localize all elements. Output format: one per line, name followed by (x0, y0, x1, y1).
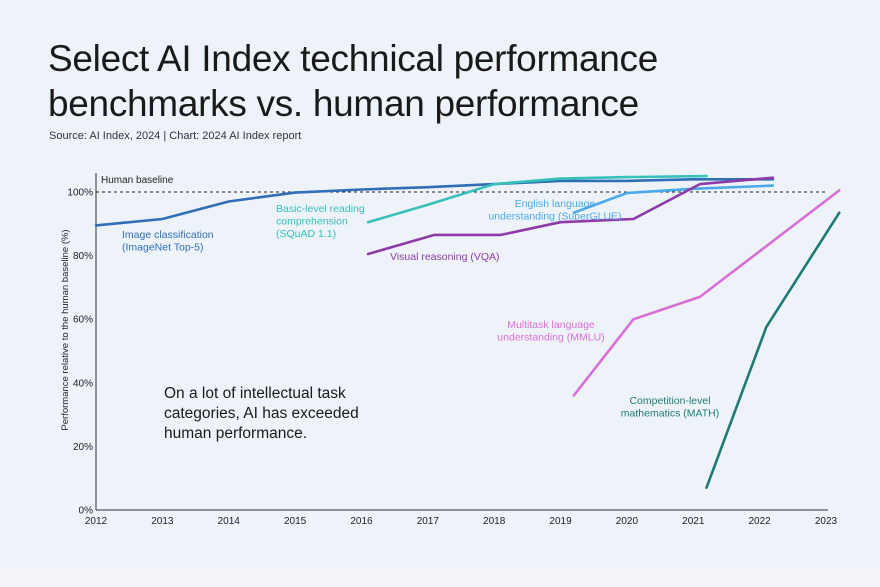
x-tick-label: 2019 (549, 516, 572, 527)
source-note: Source: AI Index, 2024 | Chart: 2024 AI … (49, 130, 302, 142)
series-line-math (705, 211, 841, 490)
y-tick-label: 20% (73, 442, 93, 453)
series-line-vqa (366, 176, 775, 256)
x-tick-label: 2013 (151, 516, 174, 527)
series-label-imagenet: (ImageNet Top-5) (122, 242, 204, 254)
series-label-imagenet: Image classification (122, 229, 214, 241)
series-label-vqa: Visual reasoning (VQA) (390, 251, 500, 263)
callout-layer: On a lot of intellectual task categories,… (164, 385, 359, 442)
y-tick-label: 100% (67, 188, 93, 199)
human-baseline-label: Human baseline (101, 175, 174, 186)
series-label-mmlu: Multitask language (507, 319, 595, 331)
callout-text-line: human performance. (164, 425, 307, 442)
x-tick-label: 2018 (483, 516, 506, 527)
y-tick-label: 40% (73, 378, 93, 389)
x-tick-label: 2020 (616, 516, 639, 527)
y-axis-title: Performance relative to the human baseli… (60, 229, 71, 430)
series-labels-layer: Image classification(ImageNet Top-5) Basi… (122, 198, 719, 420)
x-tick-label: 2012 (85, 516, 108, 527)
x-tick-label: 2021 (682, 516, 705, 527)
series-label-superglue: understanding (SuperGLUE) (488, 211, 621, 223)
x-tick-label: 2022 (749, 516, 772, 527)
title-line-2: benchmarks vs. human performance (48, 83, 639, 124)
series-label-superglue: English language (515, 198, 596, 210)
series-label-squad: comprehension (276, 216, 348, 228)
series-line-mmlu (572, 189, 841, 397)
axes-layer: 0% 20% 40% 60% 80% 100% 2012 2013 2014 2015 2016 20… (60, 173, 838, 527)
x-tick-label: 2015 (284, 516, 307, 527)
x-tick-label: 2017 (417, 516, 440, 527)
series-label-mmlu: understanding (MMLU) (497, 332, 604, 344)
y-tick-label: 60% (73, 315, 93, 326)
series-label-math: mathematics (MATH) (621, 408, 719, 420)
series-line-squad (366, 174, 708, 224)
callout-text-line: categories, AI has exceeded (164, 405, 359, 422)
x-tick-label: 2016 (350, 516, 373, 527)
footer-band (0, 567, 880, 587)
y-tick-label: 80% (73, 251, 93, 262)
x-tick-label: 2014 (218, 516, 241, 527)
series-layer (94, 174, 841, 490)
series-label-squad: (SQuAD 1.1) (276, 228, 336, 240)
title-line-1: Select AI Index technical performance (48, 38, 659, 79)
series-label-squad: Basic-level reading (276, 203, 365, 215)
chart-title: Select AI Index technical performance be… (48, 36, 828, 126)
callout-text-line: On a lot of intellectual task (164, 385, 346, 402)
series-line-imagenet (94, 178, 775, 227)
series-label-math: Competition-level (629, 395, 710, 407)
y-tick-label: 0% (79, 506, 94, 517)
series-line-superglue (572, 184, 775, 214)
x-tick-label: 2023 (815, 516, 838, 527)
